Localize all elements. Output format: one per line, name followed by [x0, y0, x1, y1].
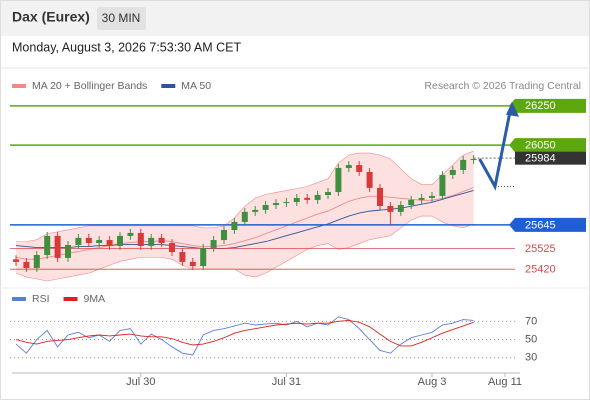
level-label: 26250 [525, 100, 556, 112]
current-price-tag [515, 151, 586, 165]
interval-label: 30 MIN [102, 11, 141, 25]
candle-body [33, 255, 40, 268]
forecast-arrowhead [506, 101, 519, 117]
y-tick-label: 30 [525, 352, 537, 364]
x-tick-label: Aug 3 [418, 376, 447, 388]
candle-body [127, 232, 134, 236]
candle-body [387, 206, 394, 212]
symbol-title: Dax (Eurex) [12, 9, 90, 25]
legend-swatch [161, 84, 176, 88]
forecast-path [478, 111, 512, 191]
candle-body [241, 211, 248, 222]
candle-body [252, 209, 259, 212]
candle-body [283, 202, 290, 204]
candle-body [210, 240, 217, 248]
level-tag [509, 98, 586, 113]
candle-body [169, 243, 175, 253]
candle-body [179, 252, 186, 262]
candle-body [325, 192, 331, 195]
candle-body [137, 232, 144, 246]
level-label: 25645 [525, 219, 556, 231]
rsi-line [15, 316, 474, 356]
candle-body [345, 165, 352, 169]
candle-body [85, 237, 92, 243]
ma-line [15, 190, 474, 249]
bollinger-upper [16, 150, 474, 242]
candle-body [75, 237, 82, 245]
candle-body [65, 244, 71, 258]
interval-badge [97, 7, 146, 30]
legend-label: 9MA [84, 293, 106, 305]
candle-body [377, 187, 383, 206]
candle-body [231, 221, 238, 231]
level-label: 26050 [525, 140, 556, 152]
candle-body [449, 169, 456, 175]
legend-swatch [63, 297, 78, 301]
y-tick-label: 50 [525, 333, 537, 345]
x-tick-label: Jul 30 [126, 376, 155, 388]
candle-body [429, 195, 435, 198]
candle-body [106, 240, 113, 246]
level-tag [509, 217, 586, 232]
candle-body [304, 197, 311, 200]
legend-label: MA 50 [181, 80, 211, 92]
credit: Research © 2026 Trading Central [424, 80, 581, 92]
candle-body [418, 197, 425, 200]
candle-body [148, 237, 155, 246]
rsi-line [15, 320, 474, 347]
candle-body [273, 203, 279, 206]
level-tag [509, 138, 586, 153]
candle-body [23, 261, 30, 268]
candle-body [356, 165, 363, 172]
candle-body [293, 197, 300, 203]
candle-body [470, 158, 477, 160]
y-tick-label: 70 [525, 315, 537, 327]
candle-body [221, 230, 227, 241]
candle-body [262, 205, 269, 210]
candle-body [158, 237, 165, 243]
legend-swatch [12, 84, 26, 88]
level-label: 25420 [525, 264, 556, 276]
candle-body [314, 194, 321, 200]
candle-body [439, 174, 446, 196]
candle-body [96, 240, 103, 243]
candle-body [44, 235, 51, 256]
candle-body [366, 171, 373, 188]
candle-body [189, 261, 196, 267]
level-label: 25525 [525, 243, 556, 255]
x-tick-label: Aug 11 [488, 376, 522, 388]
candle-body [117, 235, 123, 246]
legend-label: MA 20 + Bollinger Bands [32, 80, 147, 92]
candle-body [200, 247, 207, 267]
current-price-label: 25984 [525, 153, 556, 165]
candle-body [54, 235, 61, 258]
legend-swatch [12, 297, 26, 301]
x-tick-label: Jul 31 [272, 376, 301, 388]
candle-body [408, 199, 415, 206]
candle-body [335, 168, 342, 193]
candle-body [460, 159, 467, 170]
datetime: Monday, August 3, 2026 7:53:30 AM CET [12, 40, 241, 54]
legend-label: RSI [32, 293, 50, 305]
candle-body [13, 259, 19, 262]
bollinger-lower [15, 215, 474, 282]
candle-body [397, 205, 404, 212]
